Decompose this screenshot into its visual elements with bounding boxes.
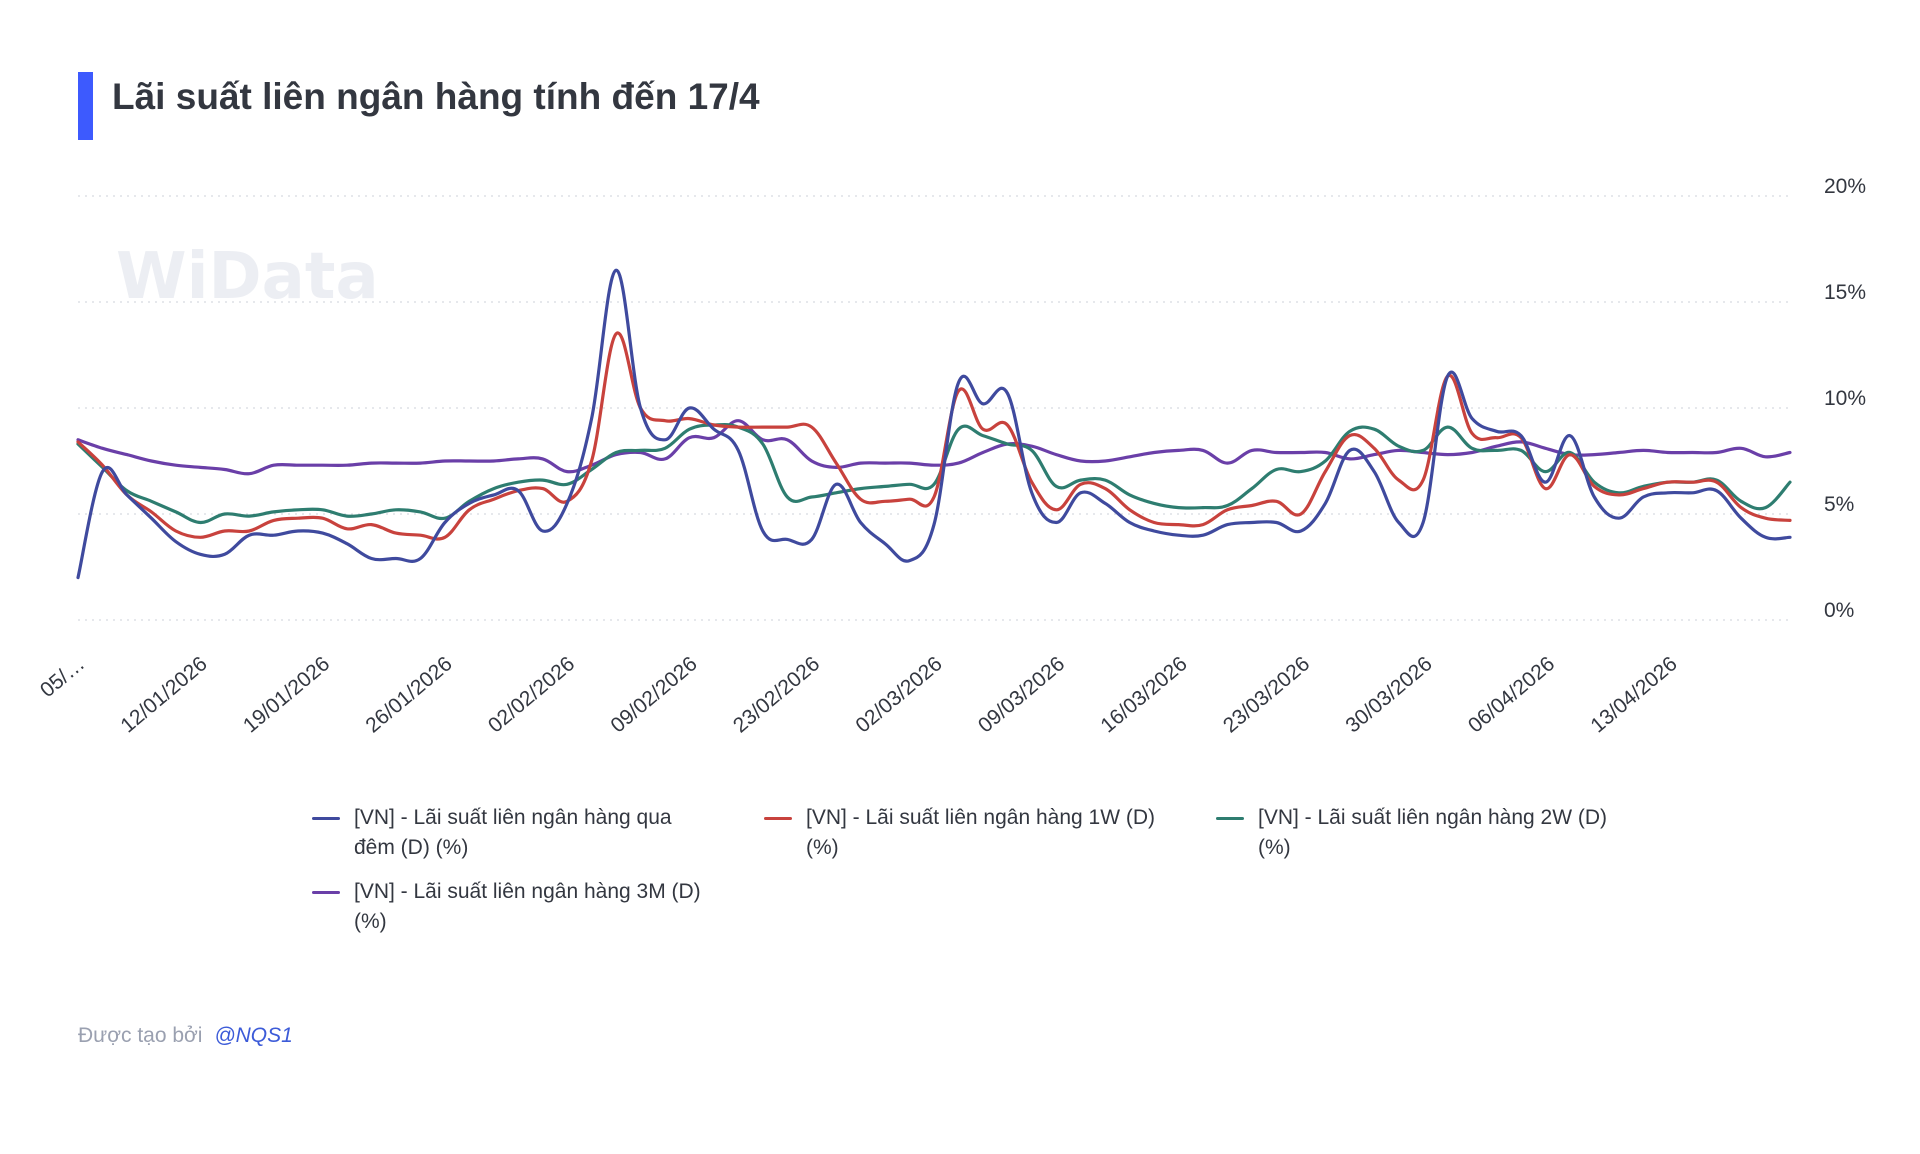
y-axis-labels: 0% 5% 10% 15% 20% xyxy=(1824,175,1866,622)
x-tick-label: 23/03/2026 xyxy=(1219,652,1314,737)
watermark-text: WiData xyxy=(116,240,379,314)
x-tick-label: 19/01/2026 xyxy=(239,652,334,737)
series-line-2w[interactable] xyxy=(76,422,1792,525)
legend-swatch-3m xyxy=(312,891,340,894)
x-tick-label: 13/04/2026 xyxy=(1586,652,1681,737)
legend-swatch-2w xyxy=(1216,817,1244,820)
x-tick-label: 30/03/2026 xyxy=(1341,652,1436,737)
x-tick-label: 16/03/2026 xyxy=(1096,652,1191,737)
x-tick-label: 09/02/2026 xyxy=(606,652,701,737)
line-chart: WiData 0% 5% 10% 15% 20% 05/… 12/01/2026 19/01… xyxy=(36,175,1866,737)
series-line-overnight[interactable] xyxy=(76,268,1792,580)
series-lines xyxy=(76,268,1792,580)
x-tick-label: 06/04/2026 xyxy=(1464,652,1559,737)
legend-label-3m: [VN] - Lãi suất liên ngân hàng 3M (D) (%… xyxy=(354,880,701,933)
chart-title: Lãi suất liên ngân hàng tính đến 17/4 xyxy=(112,76,760,117)
footer-author-link[interactable]: @NQS1 xyxy=(214,1024,293,1047)
legend-swatch-1w xyxy=(764,817,792,820)
y-tick-label: 5% xyxy=(1824,493,1854,516)
x-tick-label: 26/01/2026 xyxy=(361,652,456,737)
footer-prefix: Được tạo bởi xyxy=(78,1024,203,1047)
x-tick-label: 02/02/2026 xyxy=(484,652,579,737)
x-tick-label: 09/03/2026 xyxy=(974,652,1069,737)
x-axis-labels: 05/… 12/01/2026 19/01/2026 26/01/2026 02/02/… xyxy=(36,652,1682,737)
legend-label-2w: [VN] - Lãi suất liên ngân hàng 2W (D) (%… xyxy=(1258,806,1608,859)
watermark-logo: WiData xyxy=(116,240,379,314)
title-accent-bar xyxy=(78,72,93,140)
legend-label-overnight: [VN] - Lãi suất liên ngân hàng qua đêm (… xyxy=(354,806,672,859)
footer-credit: Được tạo bởi @NQS1 xyxy=(78,1024,293,1048)
y-tick-label: 10% xyxy=(1824,387,1866,410)
y-tick-label: 15% xyxy=(1824,281,1866,304)
x-tick-label: 23/02/2026 xyxy=(729,652,824,737)
legend-label-1w: [VN] - Lãi suất liên ngân hàng 1W (D) (%… xyxy=(806,806,1156,859)
y-tick-label: 0% xyxy=(1824,599,1854,622)
x-tick-label: 02/03/2026 xyxy=(851,652,946,737)
x-tick-label: 12/01/2026 xyxy=(116,652,211,737)
series-line-3m[interactable] xyxy=(76,419,1792,476)
legend-swatch-overnight xyxy=(312,817,340,820)
series-line-1w[interactable] xyxy=(76,331,1792,541)
x-tick-label: 05/… xyxy=(36,652,89,702)
y-tick-label: 20% xyxy=(1824,175,1866,198)
